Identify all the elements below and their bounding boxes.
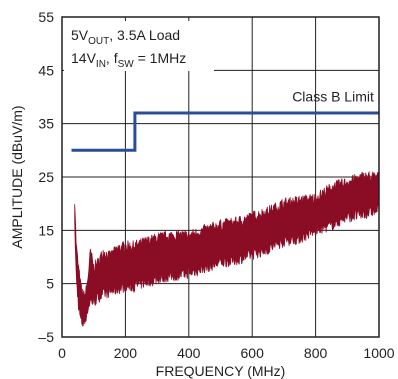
x-tick-label: 1000: [363, 345, 394, 361]
limit-series: [71, 111, 379, 152]
y-tick-label: 45: [38, 62, 54, 78]
y-tick-label: 55: [38, 9, 54, 25]
y-tick-label: 15: [38, 222, 54, 238]
y-tick-label: 35: [38, 116, 54, 132]
annotation-background: [64, 21, 214, 71]
x-tick-label: 400: [177, 345, 201, 361]
limit-label: Class B Limit: [292, 88, 374, 104]
x-tick-label: 800: [304, 345, 328, 361]
y-tick-label: 25: [38, 169, 54, 185]
x-axis-label: FREQUENCY (MHz): [156, 363, 286, 379]
y-axis-label: AMPLITUDE (dBuV/m): [9, 105, 25, 248]
x-tick-label: 0: [58, 345, 66, 361]
x-tick-label: 200: [114, 345, 138, 361]
x-tick-label: 600: [241, 345, 265, 361]
annotation-line-2: 14VIN, fSW = 1MHz: [71, 50, 186, 70]
tick-labels: 0 200 400 600 800 1000 –5 5 15 25 35 45 55: [38, 9, 394, 361]
emission-series: [74, 170, 380, 327]
y-tick-label: –5: [38, 329, 54, 345]
class-b-limit-line: [71, 111, 379, 152]
plot-frame: [61, 16, 380, 338]
annotation-line-1: 5VOUT, 3.5A Load: [71, 27, 180, 47]
emission-band: [74, 170, 380, 327]
y-tick-label: 5: [46, 276, 54, 292]
